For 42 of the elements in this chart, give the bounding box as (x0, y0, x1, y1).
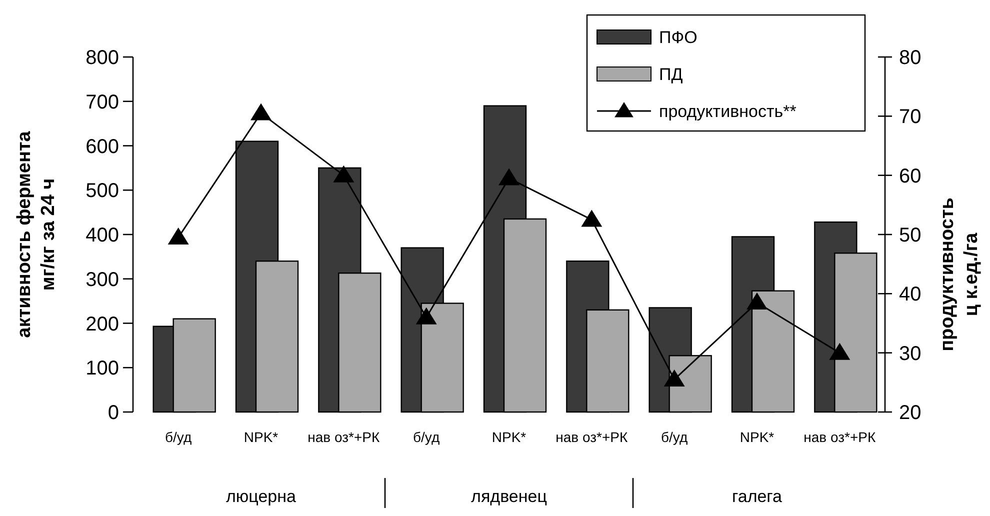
y-tick-label: 700 (86, 91, 119, 114)
legend-label: ПФО (659, 28, 698, 47)
y2-tick-label: 50 (899, 224, 922, 246)
y-tick-label: 800 (86, 47, 119, 69)
legend-label: продуктивность** (659, 102, 797, 121)
y-tick-label: 0 (108, 402, 119, 424)
x-tick-label: б/уд (661, 429, 688, 445)
y-tick-label: 200 (86, 313, 119, 336)
point (168, 227, 189, 244)
x-tick-label: NPK* (492, 429, 527, 445)
x-tick-label: нав оз*+РК (556, 429, 629, 445)
x-tick-label: нав оз*+РК (804, 429, 877, 445)
y-tick-label: 300 (86, 268, 119, 291)
y-tick-label: 600 (86, 136, 119, 158)
y-tick-label: 400 (86, 224, 119, 246)
y2-tick-label: 20 (899, 402, 922, 424)
y2-axis-title: продуктивность ц к.ед./га (937, 198, 982, 352)
x-tick-label: NPK* (740, 429, 775, 445)
text: галега (732, 487, 783, 506)
point (416, 307, 437, 324)
point (498, 168, 520, 186)
point (250, 103, 272, 120)
y2-tick-label: 60 (899, 165, 922, 188)
x-tick-label: б/уд (413, 429, 440, 445)
x-tick-label: нав оз*+РК (308, 429, 381, 445)
point (333, 165, 354, 182)
x-tick-label: б/уд (165, 429, 192, 445)
y2-tick-label: 30 (899, 342, 922, 365)
point (746, 292, 768, 310)
y-axis-title: активность фермента мг/кг за 24 ч (14, 130, 59, 338)
point (581, 210, 602, 227)
y-tick-label: 500 (86, 180, 119, 202)
y2-tick-label: 80 (899, 47, 922, 69)
y-tick-label: 100 (86, 358, 119, 380)
legend-label: ПД (659, 64, 684, 84)
text: лядвенец (471, 487, 548, 506)
point (664, 369, 685, 386)
y2-tick-label: 70 (899, 106, 922, 128)
point (829, 342, 850, 360)
text: люцерна (226, 487, 297, 506)
x-tick-label: NPK* (244, 429, 279, 445)
y2-tick-label: 40 (899, 284, 922, 306)
